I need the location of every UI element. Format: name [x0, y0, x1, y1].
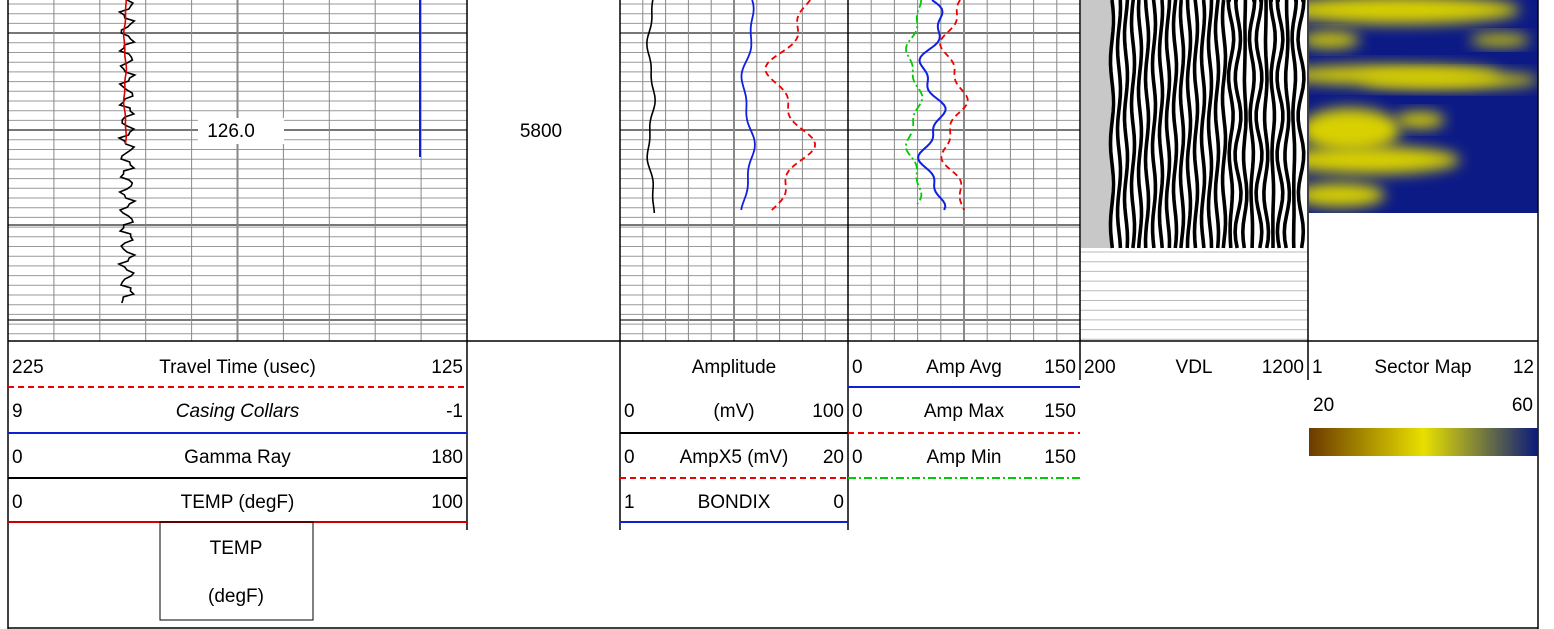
- vdl-shade: [1081, 0, 1111, 248]
- vdl-stripe: [1143, 0, 1151, 249]
- vdl-stripe: [1282, 0, 1292, 249]
- sector-blob: [1360, 72, 1538, 88]
- scale-left: 0: [852, 357, 863, 378]
- depth: 5800: [520, 121, 562, 142]
- scale-left: 9: [12, 401, 23, 422]
- vdl-stripe: [1199, 0, 1207, 249]
- scale-right: 125: [431, 357, 463, 378]
- temp-text: TEMP: [210, 538, 263, 559]
- color-bar: [1309, 428, 1538, 456]
- scale-left: 1: [624, 492, 635, 513]
- scale-left: 0: [852, 447, 863, 468]
- vdl-stripe: [1157, 0, 1165, 249]
- curve-name: Amp Min: [927, 447, 1002, 468]
- curve-name: VDL: [1176, 357, 1213, 378]
- temp-box: [159, 521, 314, 621]
- curve-name: (mV): [713, 401, 754, 422]
- vdl-stripe: [1262, 0, 1271, 249]
- vdl-stripe: [1185, 0, 1193, 249]
- log-curve: [740, 0, 756, 211]
- depth-label-bg: [198, 118, 284, 144]
- scale-left: 200: [1084, 357, 1116, 378]
- curve-name: Sector Map: [1374, 357, 1471, 378]
- vdl-stripe: [1206, 0, 1214, 249]
- sector-blob: [1395, 112, 1445, 128]
- sector-blob: [1309, 146, 1460, 174]
- curve-name: Gamma Ray: [184, 447, 291, 468]
- sector-bg: [1309, 0, 1538, 213]
- scale-right: 150: [1044, 447, 1076, 468]
- sector-blob: [1309, 0, 1520, 24]
- sector-blob: [1309, 32, 1360, 48]
- vdl-stripe: [1164, 0, 1172, 249]
- sector-image: [1309, 0, 1538, 213]
- vdl-stripe: [1247, 0, 1257, 249]
- log-curve: [939, 0, 969, 211]
- scale-right: 0: [833, 492, 844, 513]
- scale-right: 180: [431, 447, 463, 468]
- scale-left: 1: [1312, 357, 1323, 378]
- curve-name: AmpX5 (mV): [680, 447, 789, 468]
- log-curve: [122, 0, 128, 145]
- vdl-stripe: [1108, 0, 1116, 249]
- scale-left: 225: [12, 357, 44, 378]
- log-curve: [116, 0, 138, 304]
- curve-name: Travel Time (usec): [159, 357, 316, 378]
- scale-left: 0: [624, 447, 635, 468]
- temp-text: (degF): [208, 586, 264, 607]
- curve-name: Casing Collars: [176, 401, 300, 422]
- log-curve: [646, 0, 656, 214]
- vdl-stripe: [1268, 0, 1278, 248]
- vdl-stripe: [1115, 0, 1123, 249]
- scale-right: 20: [823, 447, 844, 468]
- sector-blob: [1470, 34, 1530, 46]
- curve-name: Amp Max: [924, 401, 1005, 422]
- scale-left: 0: [624, 401, 635, 422]
- vdl-stripe: [1150, 0, 1158, 249]
- scale-right: 100: [431, 492, 463, 513]
- scale-left: 0: [852, 401, 863, 422]
- vdl-stripe: [1275, 0, 1285, 249]
- scale-right: 12: [1513, 357, 1534, 378]
- scale-right: -1: [446, 401, 463, 422]
- vdl-stripe: [1136, 0, 1144, 249]
- scale-left: 0: [12, 492, 23, 513]
- color-scale-right: 60: [1512, 395, 1533, 416]
- vdl-stripe: [1213, 0, 1221, 249]
- curve-name: TEMP (degF): [181, 492, 295, 513]
- depth-label: 126.0: [207, 121, 255, 142]
- vdl-stripe: [1290, 0, 1299, 249]
- sector-blob: [1309, 108, 1400, 152]
- vdl-stripe: [1122, 0, 1130, 249]
- scale-right: 150: [1044, 357, 1076, 378]
- scale-right: 100: [812, 401, 844, 422]
- sector-blob: [1309, 183, 1385, 207]
- log-curve: [904, 0, 924, 205]
- log-curve: [917, 0, 947, 211]
- curve-name: Amp Avg: [926, 357, 1002, 378]
- color-scale-left: 20: [1313, 395, 1334, 416]
- vdl-stripe: [1233, 0, 1243, 249]
- vdl-stripe: [1220, 0, 1228, 249]
- vdl-stripe: [1171, 0, 1179, 249]
- track-title: Amplitude: [692, 357, 777, 378]
- scale-right: 150: [1044, 401, 1076, 422]
- vdl-stripe: [1296, 0, 1306, 249]
- scale-right: 1200: [1262, 357, 1304, 378]
- vdl-stripe: [1129, 0, 1137, 249]
- vdl-stripe: [1192, 0, 1200, 249]
- vdl-stripe: [1254, 0, 1264, 249]
- log-curve: [764, 0, 817, 214]
- vdl-stripe: [1240, 0, 1249, 249]
- vdl-stripe: [1226, 0, 1236, 249]
- vdl-stripe: [1178, 0, 1186, 249]
- curve-name: BONDIX: [698, 492, 771, 513]
- scale-left: 0: [12, 447, 23, 468]
